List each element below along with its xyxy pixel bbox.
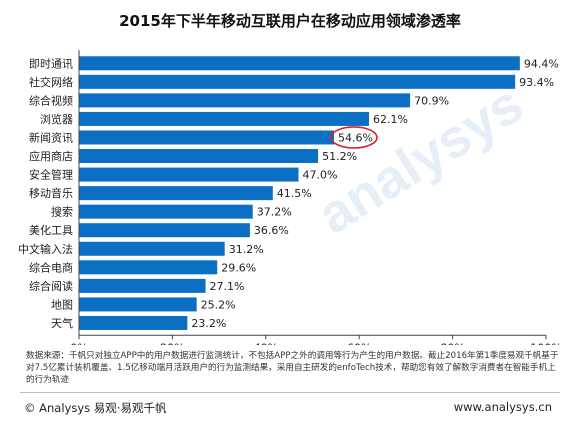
x-tick-label: 60% bbox=[347, 341, 371, 345]
x-tick-label: 20% bbox=[160, 341, 184, 345]
bar bbox=[79, 186, 273, 201]
x-tick-label: 40% bbox=[254, 341, 278, 345]
bar bbox=[79, 130, 334, 145]
bar bbox=[79, 74, 516, 89]
x-tick-label: 100% bbox=[530, 341, 561, 345]
bar bbox=[79, 149, 319, 164]
category-label: 美化工具 bbox=[29, 223, 73, 237]
value-label: 47.0% bbox=[302, 169, 337, 182]
category-label: 天气 bbox=[51, 316, 73, 330]
value-label: 37.2% bbox=[257, 206, 292, 219]
value-label: 93.4% bbox=[519, 76, 554, 89]
x-tick-label: 0% bbox=[70, 341, 87, 345]
category-label: 地图 bbox=[51, 298, 73, 311]
value-label: 27.1% bbox=[210, 280, 245, 293]
category-label: 应用商店 bbox=[29, 149, 73, 163]
category-label: 中文输入法 bbox=[18, 242, 73, 256]
value-label: 31.2% bbox=[229, 243, 264, 256]
bar bbox=[79, 93, 411, 108]
highlight-circle bbox=[330, 126, 378, 149]
value-label: 62.1% bbox=[373, 113, 408, 126]
category-label: 社交网络 bbox=[29, 75, 73, 89]
bar bbox=[79, 315, 188, 330]
value-label: 25.2% bbox=[201, 298, 236, 311]
value-label: 94.4% bbox=[524, 57, 559, 70]
bar bbox=[79, 111, 370, 126]
category-label: 浏览器 bbox=[40, 112, 73, 126]
bar bbox=[79, 297, 197, 312]
category-label: 移动音乐 bbox=[29, 186, 73, 200]
category-label: 安全管理 bbox=[29, 168, 73, 182]
bar-chart: analysys 即时通讯 94.4%社交网络 93.4%综合视频 70.9%浏览器 6… bbox=[18, 50, 562, 345]
footer-website: www.analysys.cn bbox=[453, 400, 552, 414]
bar bbox=[79, 56, 520, 71]
footer-divider bbox=[20, 392, 560, 393]
category-label: 综合电商 bbox=[29, 260, 73, 274]
category-label: 新闻资讯 bbox=[29, 130, 73, 144]
source-note: 数据来源：千帆只对独立APP中的用户数据进行监测统计，不包括APP之外的调用等行… bbox=[26, 351, 559, 385]
category-label: 综合视频 bbox=[29, 93, 73, 107]
category-label: 搜索 bbox=[51, 205, 73, 219]
bar bbox=[79, 260, 218, 275]
bar bbox=[79, 204, 253, 219]
category-label: 综合阅读 bbox=[29, 279, 73, 293]
value-label: 23.2% bbox=[191, 317, 226, 330]
value-label: 41.5% bbox=[277, 187, 312, 200]
x-tick-label: 80% bbox=[440, 341, 464, 345]
value-label: 54.6% bbox=[338, 131, 373, 144]
value-label: 70.9% bbox=[414, 94, 449, 107]
bar bbox=[79, 167, 299, 182]
bar bbox=[79, 278, 206, 293]
category-label: 即时通讯 bbox=[29, 57, 73, 70]
chart-title: 2015年下半年移动互联用户在移动应用领域渗透率 bbox=[119, 12, 461, 30]
value-label: 51.2% bbox=[322, 150, 357, 163]
footer-copyright: © Analysys 易观·易观千帆 bbox=[24, 401, 167, 415]
value-label: 36.6% bbox=[254, 224, 289, 237]
value-label: 29.6% bbox=[221, 261, 256, 274]
bar bbox=[79, 223, 250, 238]
bar bbox=[79, 241, 225, 256]
